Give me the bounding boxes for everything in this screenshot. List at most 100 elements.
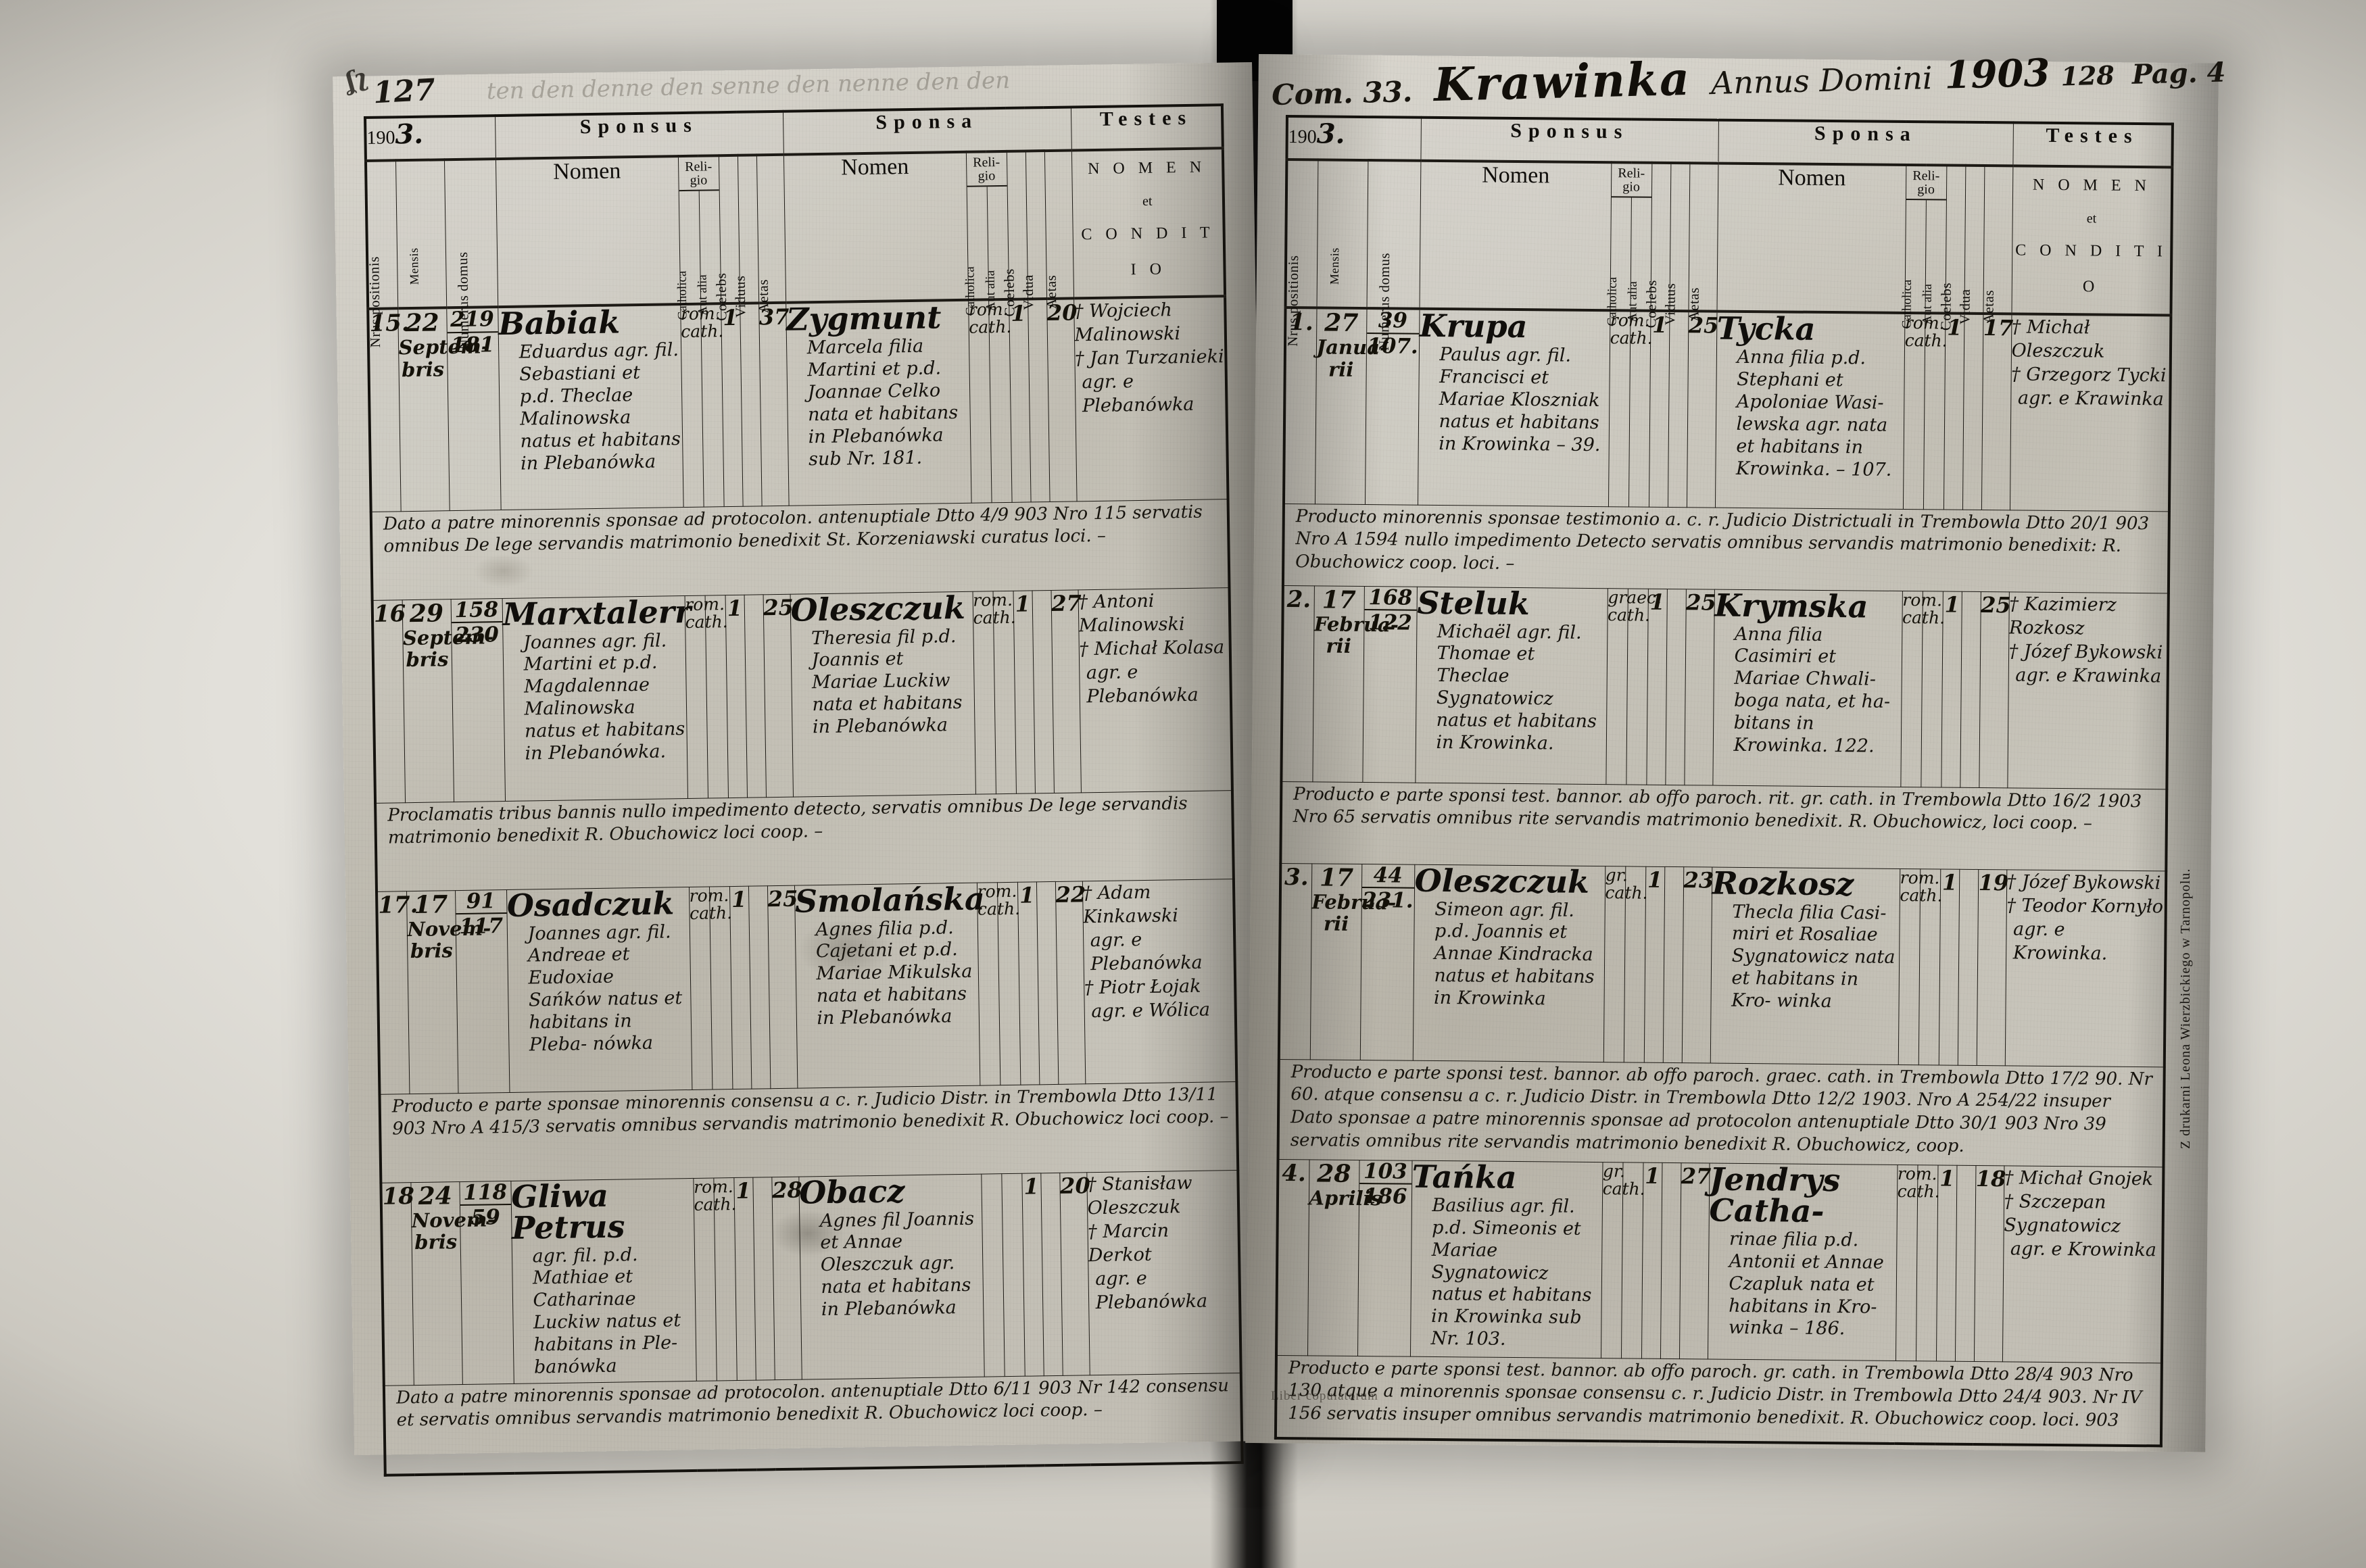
witnesses-cell: † Michał Gnojek † Szczepan Sygnatowicz a…	[2002, 1165, 2164, 1363]
groom-surname: Babiak	[498, 303, 621, 343]
register-entry-row[interactable]: 3. 17 Februa-rii 44 231. Oleszczuk Simeon …	[1278, 862, 2167, 1067]
bride-name-cell: Zygmunt Marcela filia Martini et p.d. Jo…	[786, 299, 971, 506]
entry-date: 17 Februa-rii	[1309, 863, 1396, 1060]
register-entry-row[interactable]: 4. 28 Aprilis 103 186 Tańka Basilius agr. …	[1276, 1158, 2164, 1363]
bride-surname: Obacz	[798, 1172, 905, 1211]
groom-religio: gr. cath.	[1603, 865, 1648, 1062]
left-table-head: 1903. Sponsus Sponsa Testes Nrus positio…	[365, 105, 1226, 349]
entry-date: 22 Septem-bris	[397, 308, 489, 512]
register-entry-row[interactable]: 16 29 Septem-bris 158 230 Marxtalerr Joann…	[372, 587, 1232, 803]
witness-condition: agr. e Plebanówka	[1086, 661, 1199, 708]
witness-2: † Piotr Łojak	[1084, 975, 1201, 999]
col-numerus-domus: Numerus domus	[1366, 160, 1421, 351]
groom-name-cell: Tańka Basilius agr. fil. p.d. Simeonis e…	[1409, 1158, 1603, 1358]
entry-date: 17 Februa-rii	[1312, 585, 1399, 783]
register-entry-row[interactable]: 15. 22 Septem-bris 219 181 Babiak Eduardus…	[368, 296, 1228, 512]
entry-house-numbers: 219 181	[446, 307, 501, 511]
witness-1: † Wojciech Malinowski	[1073, 299, 1181, 346]
bride-detail: Marcela filia Martini et p.d. Joannae Ce…	[806, 335, 959, 470]
bride-aetas: 27	[1051, 589, 1082, 793]
bride-surname: Jendrys Catha-	[1709, 1160, 1841, 1229]
religio-label: Reli-gio	[678, 157, 719, 191]
group-sponsa: Sponsa	[783, 107, 1071, 155]
bride-detail: Agnes fil Joannis et Annae Oleszczuk agr…	[819, 1208, 975, 1321]
register-entry-row[interactable]: 1. 27 Janua-rii 39 107. Krupa Paulus agr. …	[1283, 308, 2171, 512]
groom-detail: Joannes agr. fil. Martini et p.d. Magdal…	[523, 629, 685, 764]
entry-number: 16	[372, 599, 406, 803]
bride-surname: Rozkosz	[1712, 864, 1854, 902]
witness-condition: agr. e Wólica	[1091, 999, 1211, 1023]
groom-aetas: 23	[1681, 866, 1714, 1063]
entry-number: 4.	[1276, 1159, 1309, 1356]
entry-annotation: Producto e parte sponsi test. bannor. ab…	[1288, 1357, 2142, 1431]
col-testes-nomen-conditio: N O M E N et C O N D I T I O	[1071, 148, 1226, 299]
groom-viduus	[740, 303, 762, 506]
groom-aetas: 28	[771, 1176, 802, 1380]
register-entry-row[interactable]: 2. 17 Februa-rii 168 122 Steluk Michaël ag…	[1281, 584, 2169, 789]
groom-viduus	[744, 594, 767, 798]
witness-2: † Marcin Derkot	[1087, 1220, 1169, 1267]
col-sponsus-aetas: Aetas	[1685, 163, 1718, 322]
groom-religio: rom. cath.	[1608, 310, 1653, 507]
book-footer-note: Liber copulatorum	[1271, 1389, 1378, 1403]
groom-viduus	[1662, 866, 1684, 1063]
bride-religio	[981, 1173, 1005, 1377]
register-entry-row[interactable]: 18 24 Novem-bris 118 59 Gliwa Petrus agr. …	[381, 1169, 1241, 1386]
groom-religio: rom. cath.	[684, 594, 728, 799]
bride-name-cell: Obacz Agnes fil Joannis et Annae Oleszcz…	[798, 1172, 984, 1379]
col-numerus-domus: Numerus domus	[443, 159, 498, 349]
bride-detail: Agnes filia p.d. Cajetani et p.d. Mariae…	[815, 916, 973, 1029]
groom-detail: Eduardus agr. fil. Sebastiani et p.d. Th…	[518, 339, 681, 474]
witness-condition: agr. e Plebanówka	[1094, 1267, 1208, 1314]
groom-coelebs: 1	[725, 594, 748, 798]
group-header-row: 1903. Sponsus Sponsa Testes	[1286, 116, 2173, 168]
groom-coelebs: 1	[733, 1177, 756, 1381]
entry-number: 17.	[377, 891, 418, 1094]
religio-label: Reli-gio	[1906, 166, 1946, 201]
entry-annotation-row: Proclamatis tribus bannis nullo impedime…	[375, 790, 1234, 891]
groom-surname: Osadczuk	[506, 884, 675, 924]
bride-coelebs: 1	[1009, 299, 1031, 502]
bride-religio: rom. cath.	[1900, 589, 1945, 787]
witnesses-cell: † Antoni Malinowski † Michał Kolasa agr.…	[1078, 587, 1232, 793]
entry-number: 3.	[1278, 862, 1312, 1060]
right-register-table: 1903. Sponsus Sponsa Testes Nrus positio…	[1274, 115, 2175, 1448]
year-cell: 1903.	[365, 116, 496, 161]
groom-religio: rom. cath.	[693, 1177, 737, 1381]
witnesses-cell: † Adam Kinkawski agr. e Plebanówka † Pio…	[1082, 879, 1237, 1084]
religio-label: Reli-gio	[966, 152, 1007, 187]
bride-coelebs: 1	[1013, 590, 1036, 793]
register-entry-row[interactable]: 17. 17 Novem-bris 91 117 Osadczuk Joannes …	[377, 879, 1237, 1094]
groom-coelebs: 1	[721, 303, 743, 507]
witness-1: † Adam Kinkawski	[1082, 881, 1179, 927]
groom-aetas: 37	[758, 302, 790, 506]
groom-religio: gr. cath.	[1600, 1161, 1645, 1358]
bride-detail: Thecla filia Casi- miri et Rosaliae Sygn…	[1731, 901, 1896, 1012]
bride-surname: Zygmunt	[786, 299, 942, 338]
groom-detail: agr. fil. p.d. Mathiae et Catharinae Luc…	[532, 1244, 681, 1378]
entry-date: 29 Septem-bris	[402, 599, 493, 803]
groom-surname: Marxtalerr	[502, 593, 692, 633]
col-testes-nomen-conditio: N O M E N et C O N D I T I O	[2011, 166, 2173, 316]
bride-religio: rom. cath.	[1898, 867, 1943, 1065]
groom-viduus	[748, 885, 771, 1089]
entry-annotation-row: Producto e parte sponsi test. bannor. ab…	[1278, 1058, 2165, 1167]
bride-aetas: 20	[1046, 298, 1078, 502]
groom-viduus	[1665, 588, 1686, 785]
witness-2: † Szczepan Sygnatowicz	[2004, 1191, 2121, 1237]
witnesses-cell: † Józef Bykowski † Teodor Kornyło agr. e…	[2004, 869, 2167, 1067]
witness-2: † Józef Bykowski	[2008, 641, 2163, 664]
groom-aetas: 25	[1686, 311, 1719, 508]
col-sponsus-nomen: Nomen	[1419, 160, 1612, 311]
witness-condition: agr. e Krowinka	[2010, 1238, 2157, 1261]
column-header-row: Nrus positionis Mensis Numerus domus Nom…	[366, 148, 1226, 349]
entry-house-numbers: 44 231.	[1359, 863, 1415, 1060]
entry-house-numbers: 158 230	[450, 597, 506, 802]
bride-surname: Krymska	[1714, 587, 1868, 625]
groom-detail: Paulus agr. fil. Francisci et Mariae Klo…	[1439, 343, 1601, 456]
entry-number: 18	[381, 1182, 414, 1386]
group-testes: Testes	[2012, 122, 2173, 168]
left-register-table: 1903. Sponsus Sponsa Testes Nrus positio…	[364, 103, 1244, 1477]
groom-surname: Tańka	[1411, 1158, 1517, 1196]
witness-2: † Grzegorz Tycki	[2011, 364, 2167, 387]
